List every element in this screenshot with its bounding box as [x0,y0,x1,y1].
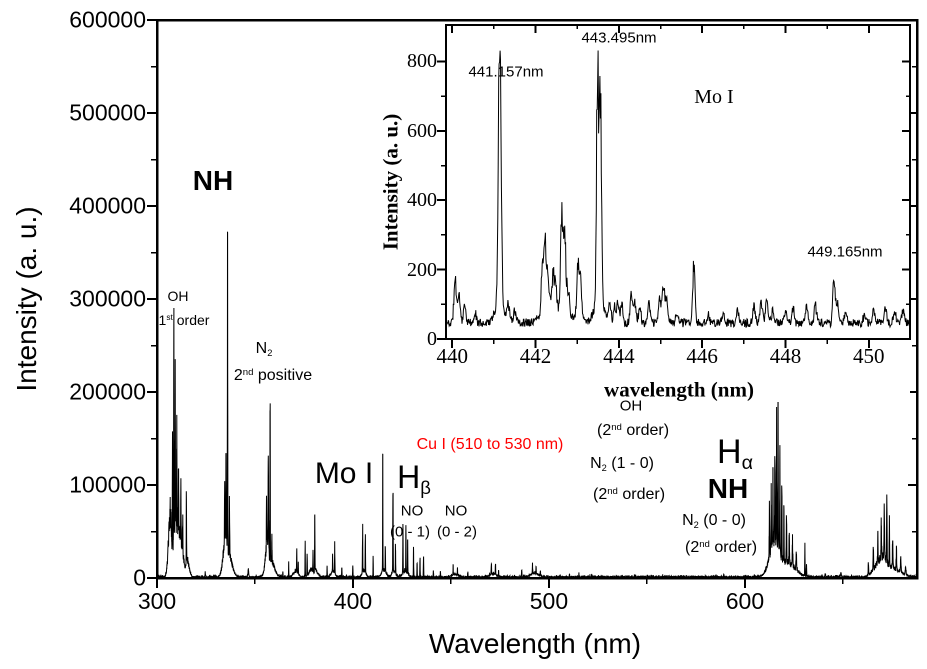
inset-background [370,22,910,402]
inset-frame [445,24,911,340]
main-spectrum-trace [156,231,918,580]
inset-plot [370,22,911,402]
main-plot [147,18,919,588]
inset-spectrum-trace [445,50,911,329]
